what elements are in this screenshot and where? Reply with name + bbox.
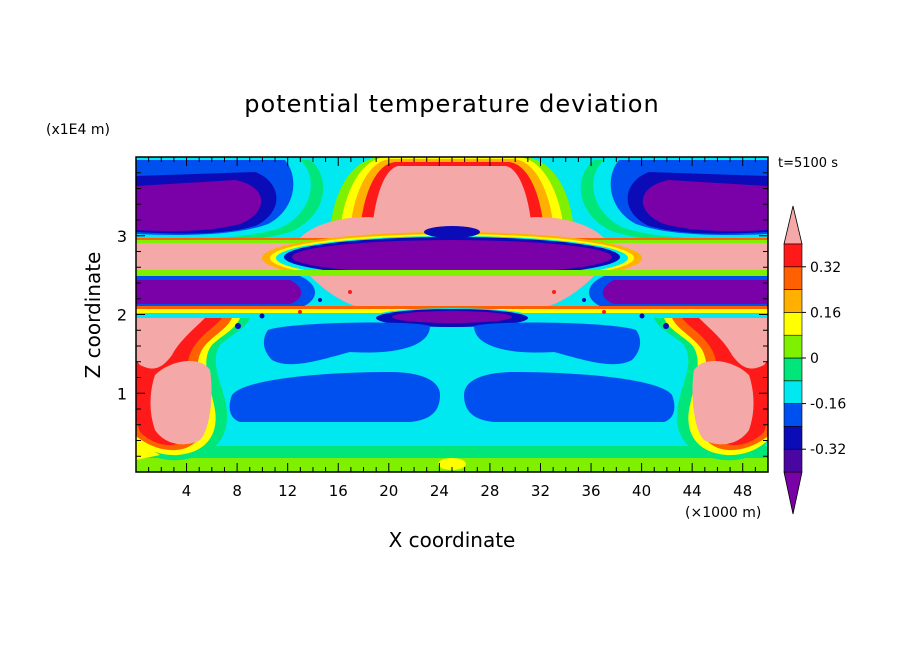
colorbar-segment [783, 380, 803, 404]
colorbar-segment [783, 266, 803, 290]
x-tick-label: 4 [182, 482, 192, 500]
x-tick-label: 12 [278, 482, 297, 500]
x-tick-label: 44 [683, 482, 702, 500]
colorbar-label: -0.16 [810, 397, 846, 413]
colorbar-segment [783, 289, 803, 313]
x-tick-label: 20 [379, 482, 398, 500]
colorbar-segment [783, 448, 803, 473]
y-tick-label: 1 [117, 384, 127, 403]
colorbar-arrow-high [783, 205, 803, 245]
colorbar-segment [783, 357, 803, 382]
x-tick-label: 32 [531, 482, 550, 500]
chart-title: potential temperature deviation [244, 90, 659, 118]
colorbar-label: 0 [810, 351, 819, 367]
y-tick-label: 3 [117, 227, 127, 246]
x-axis: 4 8 12 16 20 24 28 32 36 40 44 48 [148, 157, 756, 500]
x-tick-label: 28 [480, 482, 499, 500]
x-tick-label: 48 [733, 482, 752, 500]
colorbar: 0.32 0.16 0 -0.16 -0.32 [783, 205, 846, 515]
colorbar-segment [783, 426, 803, 450]
colorbar-arrow-low [783, 471, 803, 515]
time-label: t=5100 s [778, 156, 838, 171]
x-tick-label: 40 [632, 482, 651, 500]
x-tick-label: 8 [232, 482, 242, 500]
y-unit-label: (x1E4 m) [46, 122, 110, 138]
colorbar-segment [783, 403, 803, 427]
colorbar-segment [783, 243, 803, 268]
colorbar-label: 0.32 [810, 260, 841, 276]
x-tick-label: 24 [430, 482, 449, 500]
x-tick-label: 36 [581, 482, 600, 500]
x-tick-label: 16 [329, 482, 348, 500]
colorbar-segment [783, 312, 803, 336]
y-axis-label: Z coordinate [81, 252, 105, 379]
contour-field [136, 157, 768, 472]
colorbar-label: 0.16 [810, 305, 841, 321]
x-unit-label: (×1000 m) [685, 505, 761, 521]
colorbar-label: -0.32 [810, 442, 846, 458]
y-axis: 1 2 3 [117, 172, 768, 457]
x-axis-label: X coordinate [389, 528, 516, 552]
colorbar-segment [783, 334, 803, 359]
y-tick-label: 2 [117, 306, 127, 325]
